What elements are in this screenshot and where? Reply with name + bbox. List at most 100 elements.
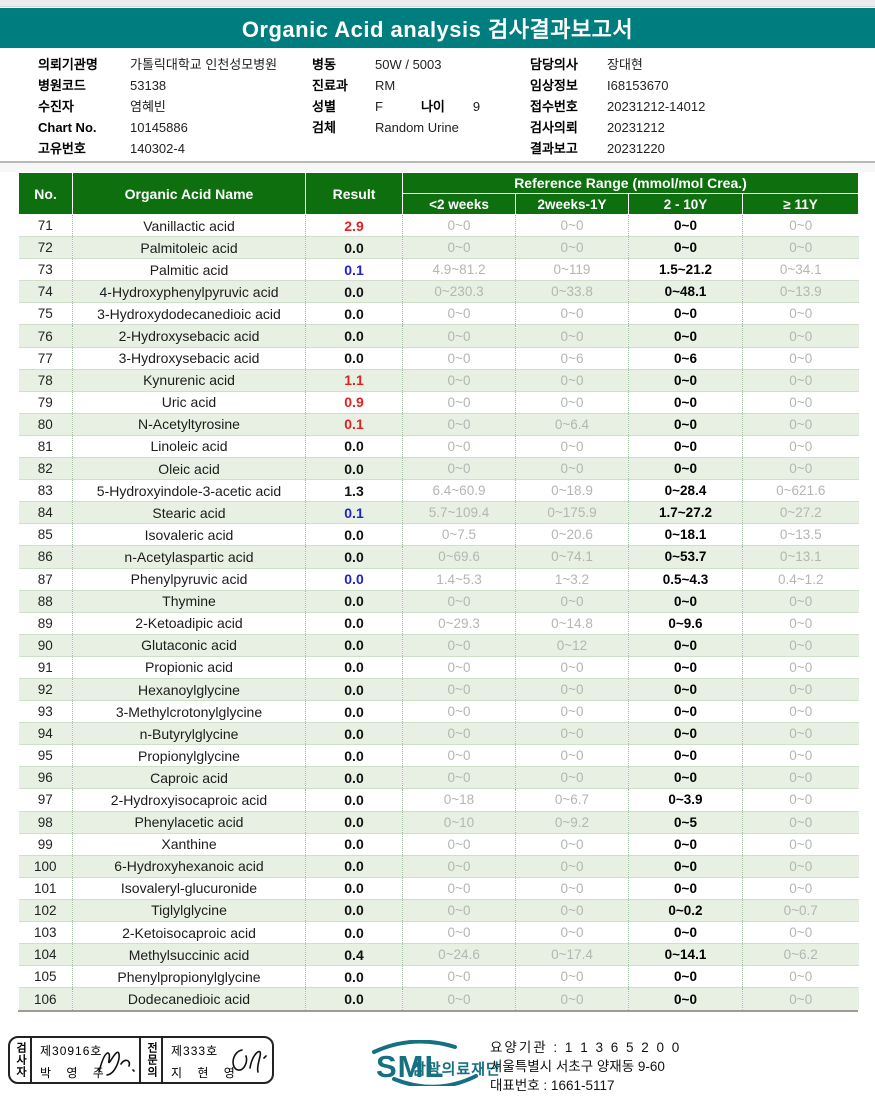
cell-no: 93 [18, 700, 73, 723]
cell-range-2w1y: 0~6.4 [515, 412, 629, 436]
tester-name: 박 영 주 [40, 1066, 110, 1080]
cell-result: 0.0 [305, 545, 403, 568]
page-top-strip [0, 0, 875, 7]
cell-range-2w1y: 0~0 [515, 766, 629, 789]
specialist-cert-number: 제333호 [171, 1044, 219, 1058]
cell-range-2-10y: 0~28.4 [628, 479, 743, 502]
cell-no: 91 [18, 655, 73, 679]
info-row: 결과보고 20231220 [530, 138, 860, 159]
cell-acid-name: Uric acid [72, 390, 306, 414]
cell-no: 98 [18, 810, 73, 834]
cell-result: 1.3 [305, 479, 403, 502]
cell-range-2w1y: 0~18.9 [515, 479, 629, 502]
cell-range-2-10y: 0~14.1 [628, 943, 743, 966]
cell-range-2w1y: 0~0 [515, 920, 629, 944]
cell-range-lt2w: 0~0 [402, 898, 516, 922]
cell-no: 100 [18, 854, 73, 878]
tester-role-label: 검사자 [10, 1038, 32, 1082]
cell-range-2w1y: 0~119 [515, 258, 629, 281]
cell-range-2w1y: 0~0 [515, 324, 629, 348]
info-value: 장대현 [607, 57, 643, 72]
cell-range-2-10y: 0~0 [628, 412, 743, 436]
info-row: 병원코드 53138 [38, 75, 308, 96]
cell-no: 74 [18, 280, 73, 303]
cell-no: 96 [18, 766, 73, 789]
cell-range-2-10y: 0~0 [628, 987, 743, 1010]
cell-range-lt2w: 4.9~81.2 [402, 258, 516, 281]
cell-no: 97 [18, 788, 73, 812]
cell-acid-name: n-Acetylaspartic acid [72, 545, 306, 568]
table-row: 97 2-Hydroxyisocaproic acid 0.0 0~18 0~6.7 0~… [18, 788, 859, 812]
cell-result: 0.0 [305, 589, 403, 613]
cell-range-ge11y: 0~0 [742, 611, 859, 635]
cell-range-2w1y: 0~0 [515, 368, 629, 392]
cell-result: 0.0 [305, 611, 403, 635]
table-row: 75 3-Hydroxydodecanedioic acid 0.0 0~0 0~0 0~… [18, 302, 859, 325]
table-row: 82 Oleic acid 0.0 0~0 0~0 0~0 0~0 [18, 457, 859, 480]
cell-result: 0.0 [305, 898, 403, 922]
info-value: RM [375, 78, 396, 93]
table-row: 77 3-Hydroxysebacic acid 0.0 0~0 0~6 0~6 0~0 [18, 346, 859, 370]
cell-range-2w1y: 0~33.8 [515, 280, 629, 303]
sml-logo-text: SML [376, 1049, 444, 1084]
cell-range-ge11y: 0~0 [742, 854, 859, 878]
cell-range-2-10y: 0~0 [628, 390, 743, 414]
header-reference-group: Reference Range (mmol/mol Crea.) [402, 172, 859, 194]
info-label: 나이 [420, 99, 445, 114]
cell-range-lt2w: 0~0 [402, 346, 516, 370]
cell-range-ge11y: 0~621.6 [742, 479, 859, 502]
cell-range-2w1y: 0~0 [515, 965, 629, 988]
table-row: 90 Glutaconic acid 0.0 0~0 0~12 0~0 0~0 [18, 633, 859, 657]
header-name: Organic Acid Name [72, 172, 306, 215]
cell-range-lt2w: 0~7.5 [402, 523, 516, 546]
cell-range-2w1y: 0~6.7 [515, 788, 629, 812]
table-row: 96 Caproic acid 0.0 0~0 0~0 0~0 0~0 [18, 766, 859, 789]
cell-acid-name: 6-Hydroxyhexanoic acid [72, 854, 306, 878]
cell-result: 0.0 [305, 920, 403, 944]
cell-range-ge11y: 0~0 [742, 324, 859, 348]
cell-result: 0.0 [305, 523, 403, 546]
table-row: 105 Phenylpropionylglycine 0.0 0~0 0~0 0~0 0~0 [18, 965, 859, 988]
info-label: 검사의뢰 [530, 120, 578, 135]
specialist-name: 지 현 영 [171, 1066, 241, 1080]
info-label: Chart No. [38, 120, 97, 135]
cell-result: 0.0 [305, 965, 403, 988]
cell-range-lt2w: 0~0 [402, 965, 516, 988]
table-row: 81 Linoleic acid 0.0 0~0 0~0 0~0 0~0 [18, 434, 859, 458]
info-label: 담당의사 [530, 57, 578, 72]
cell-result: 0.0 [305, 302, 403, 325]
cell-range-2-10y: 0~0 [628, 457, 743, 480]
cell-range-2w1y: 0~0 [515, 898, 629, 922]
info-row: 검체 Random Urine [312, 117, 537, 138]
cell-range-2w1y: 0~0 [515, 236, 629, 259]
cell-no: 99 [18, 832, 73, 856]
cell-result: 0.0 [305, 567, 403, 591]
results-table-header: No. Organic Acid Name Result Reference R… [18, 172, 859, 215]
cell-range-2w1y: 0~0 [515, 434, 629, 458]
table-row: 94 n-Butyrylglycine 0.0 0~0 0~0 0~0 0~0 [18, 722, 859, 745]
cell-range-2-10y: 0~5 [628, 810, 743, 834]
cell-range-ge11y: 0~34.1 [742, 258, 859, 281]
results-table: No. Organic Acid Name Result Reference R… [18, 172, 859, 1010]
table-row: 92 Hexanoylglycine 0.0 0~0 0~0 0~0 0~0 [18, 677, 859, 701]
cell-range-2-10y: 0~6 [628, 346, 743, 370]
cell-range-lt2w: 0~0 [402, 390, 516, 414]
cell-acid-name: 2-Ketoisocaproic acid [72, 920, 306, 944]
info-label: 결과보고 [530, 141, 578, 156]
cell-range-lt2w: 0~0 [402, 744, 516, 767]
table-row: 76 2-Hydroxysebacic acid 0.0 0~0 0~0 0~0 0~0 [18, 324, 859, 348]
header-no: No. [18, 172, 73, 215]
cell-no: 85 [18, 523, 73, 546]
info-label: 검체 [312, 120, 336, 135]
info-value: 염혜빈 [130, 99, 166, 114]
tester-stamp-cell: 제30916호 박 영 주 [32, 1038, 142, 1082]
cell-range-lt2w: 1.4~5.3 [402, 567, 516, 591]
cell-range-2-10y: 0~0 [628, 368, 743, 392]
cell-range-lt2w: 0~29.3 [402, 611, 516, 635]
cell-result: 0.0 [305, 810, 403, 834]
cell-range-2-10y: 0~0 [628, 722, 743, 745]
cell-no: 72 [18, 236, 73, 259]
info-row: 병동 50W / 5003 [312, 54, 537, 75]
cell-acid-name: Caproic acid [72, 766, 306, 789]
table-row: 74 4-Hydroxyphenylpyruvic acid 0.0 0~230.3 0… [18, 280, 859, 303]
